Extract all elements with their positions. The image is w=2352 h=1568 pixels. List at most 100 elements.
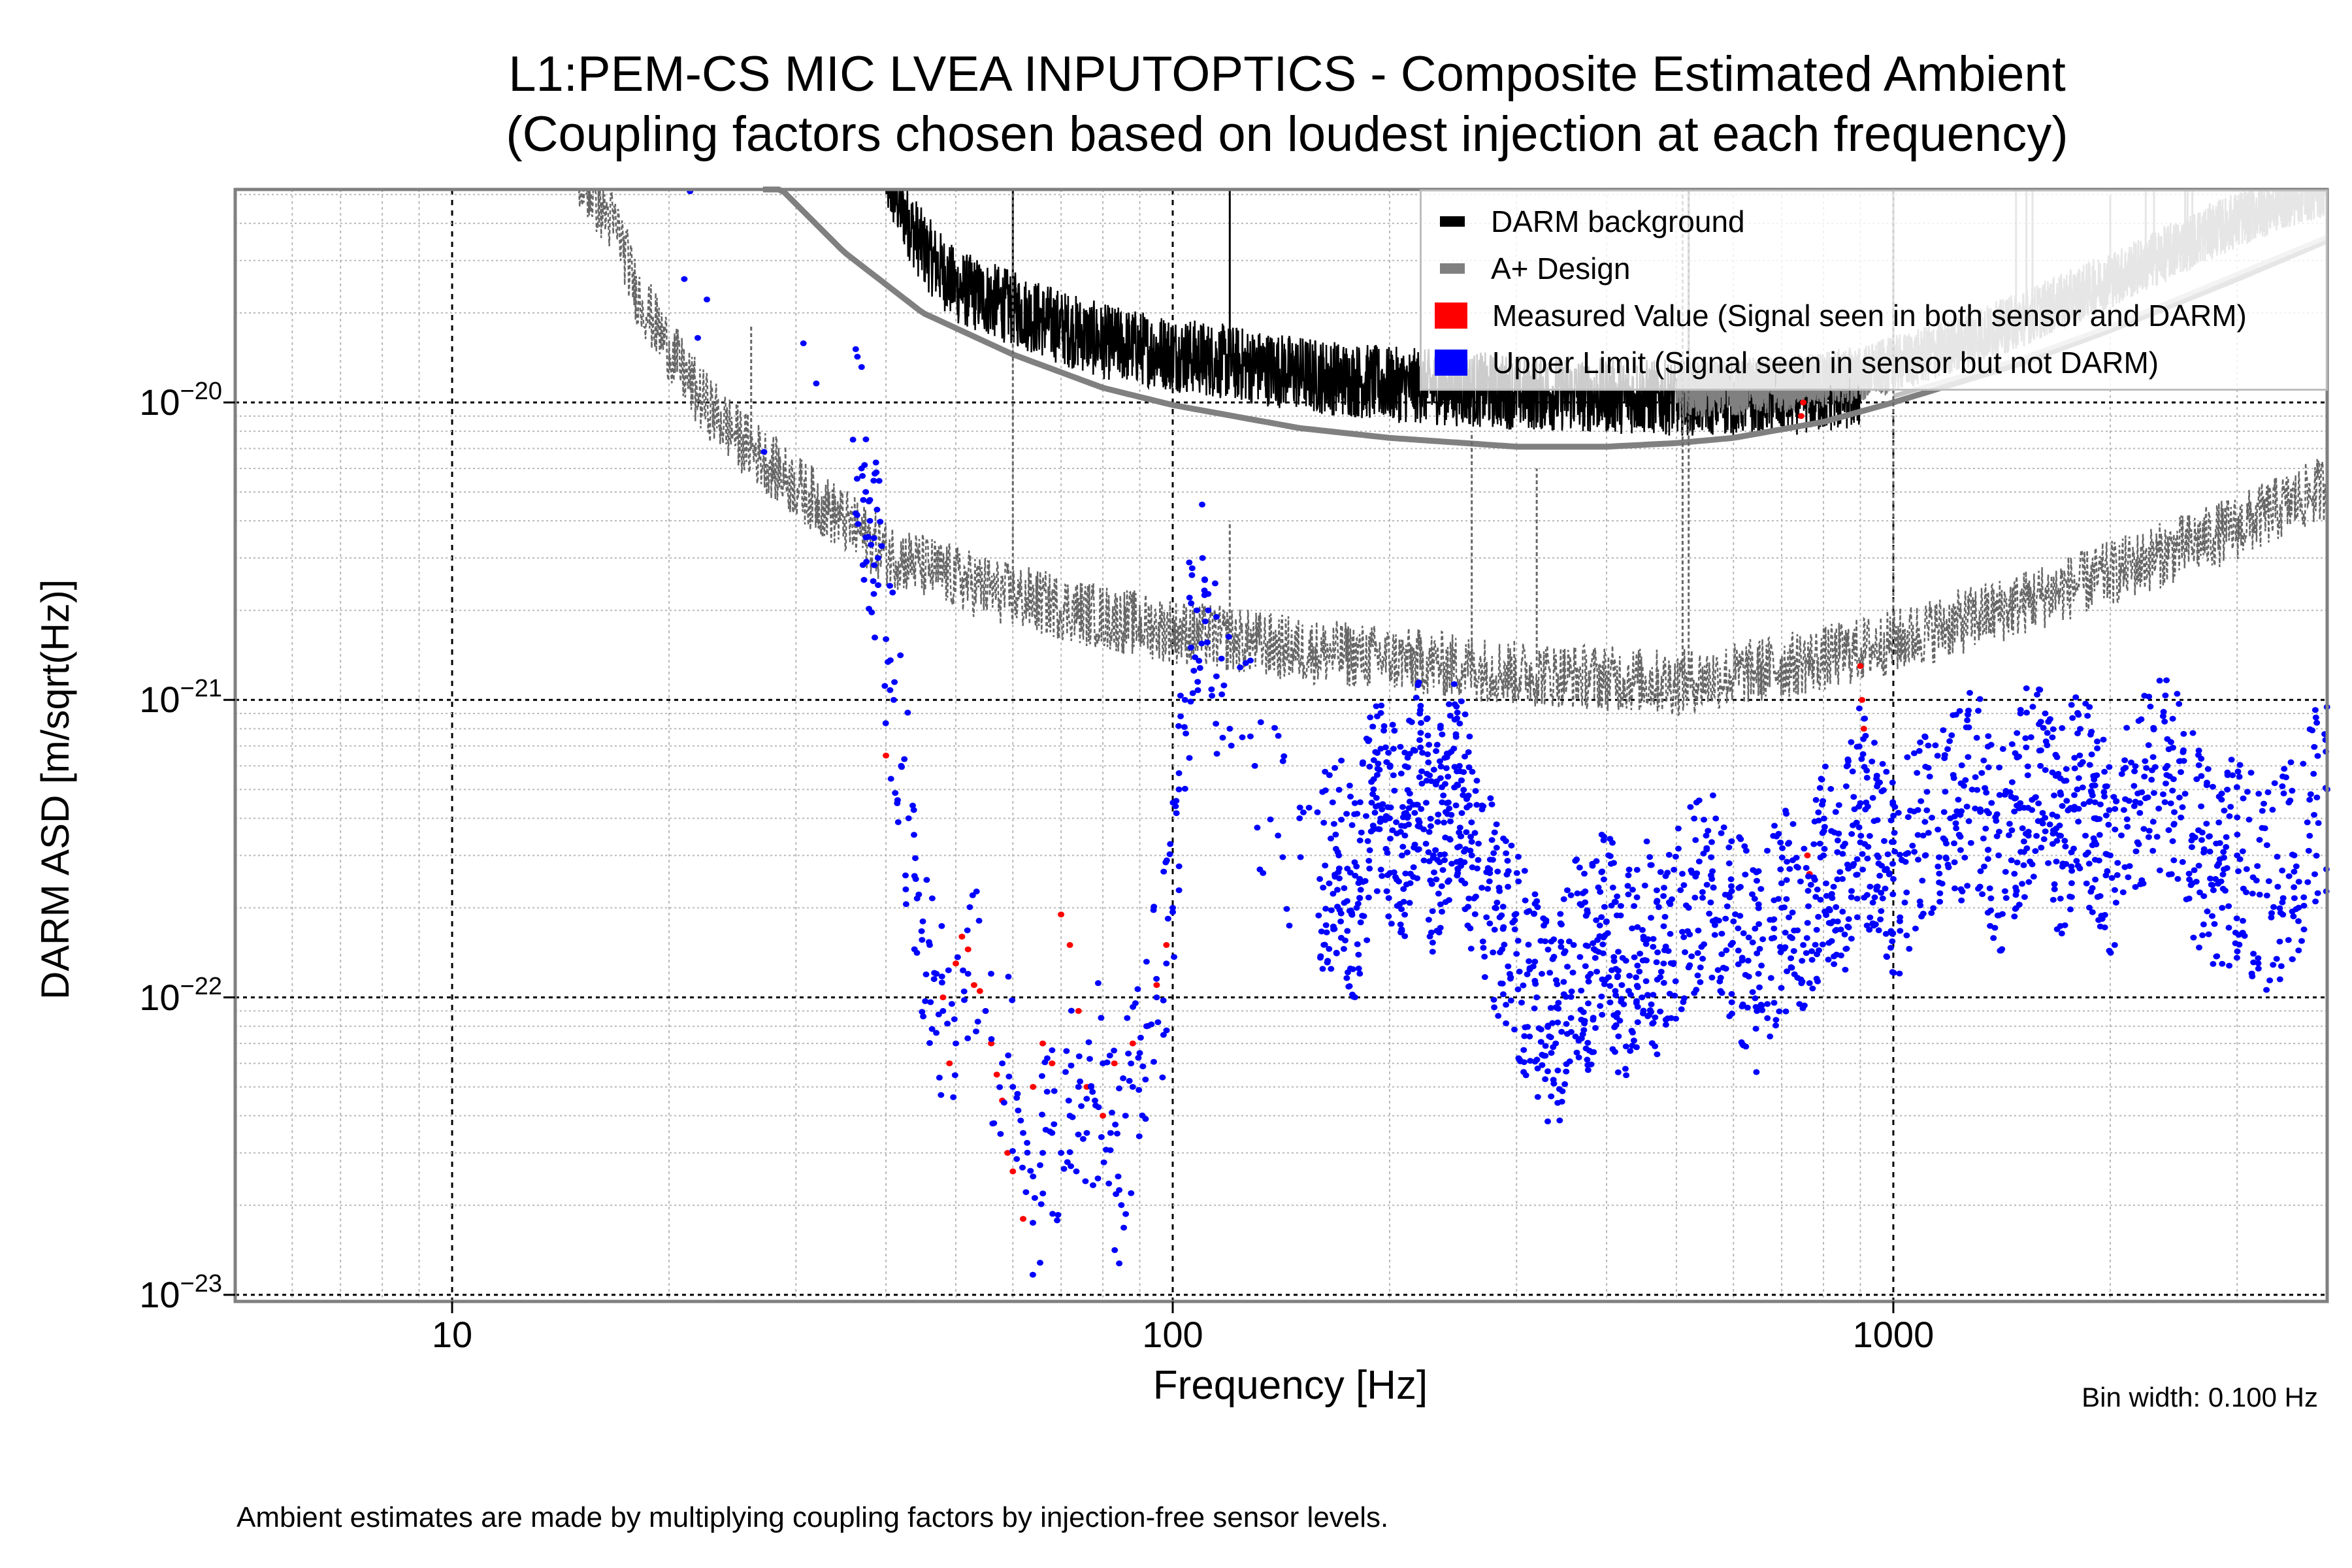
data-point <box>1386 870 1394 876</box>
data-point <box>2094 894 2101 900</box>
data-point <box>1872 921 1879 928</box>
data-point <box>1128 1190 1135 1196</box>
data-point <box>2068 863 2075 870</box>
data-point <box>1111 1247 1119 1253</box>
data-point <box>1372 749 1379 755</box>
data-point <box>1069 1114 1076 1120</box>
data-point <box>1561 948 1569 955</box>
data-point <box>1650 992 1657 998</box>
data-point <box>1188 565 1196 572</box>
data-point <box>2071 755 2078 761</box>
data-point <box>1496 914 1503 921</box>
data-point <box>1169 909 1176 915</box>
data-point <box>1926 774 1933 780</box>
data-point <box>1642 941 1650 947</box>
data-point <box>1153 975 1160 982</box>
data-point <box>1990 935 1997 941</box>
data-point <box>2012 906 2019 912</box>
data-point <box>1612 899 1619 906</box>
data-point <box>1486 920 1494 926</box>
data-point <box>2021 894 2028 900</box>
data-point <box>1881 838 1887 844</box>
data-point <box>1961 855 1968 861</box>
data-point <box>2075 819 2082 825</box>
data-point <box>1984 847 1991 853</box>
data-point <box>1600 934 1607 941</box>
data-point <box>2063 777 2070 784</box>
data-point <box>1107 1130 1114 1136</box>
data-point <box>2223 865 2230 872</box>
data-point <box>1581 870 1588 877</box>
data-point <box>1996 792 2003 798</box>
data-point <box>902 886 909 892</box>
data-point <box>2094 745 2101 751</box>
data-point <box>1279 854 1286 860</box>
data-point <box>1599 976 1606 983</box>
data-point <box>875 478 883 484</box>
data-point <box>1447 818 1454 825</box>
data-point <box>866 497 874 503</box>
data-point <box>1500 835 1507 841</box>
data-point <box>1660 979 1667 986</box>
data-point <box>1911 849 1918 855</box>
data-point <box>1075 1132 1082 1137</box>
data-point <box>938 923 945 929</box>
data-point <box>1520 982 1527 988</box>
data-point <box>1973 734 1980 741</box>
data-point <box>1521 1033 1528 1039</box>
data-point <box>1369 823 1377 829</box>
data-point <box>1092 1098 1098 1103</box>
data-point <box>2131 803 2138 809</box>
data-point <box>1558 938 1565 945</box>
data-point <box>1365 737 1373 743</box>
chart-subtitle: (Coupling factors chosen based on loudes… <box>506 106 2068 162</box>
data-point <box>1639 926 1646 933</box>
data-point <box>1526 958 1533 964</box>
data-point <box>1932 742 1939 749</box>
data-point <box>1718 830 1725 836</box>
data-point <box>2091 772 2099 779</box>
data-point <box>2123 816 2131 823</box>
data-point <box>1800 399 1807 406</box>
data-point <box>1859 851 1866 857</box>
data-point <box>2274 853 2281 860</box>
data-point <box>1739 1003 1746 1009</box>
data-point <box>2094 738 2100 745</box>
data-point <box>2281 766 2288 772</box>
data-point <box>1520 1047 1527 1053</box>
data-point <box>1608 902 1615 909</box>
data-point <box>1335 865 1343 872</box>
data-point <box>860 497 867 503</box>
data-point <box>1646 854 1654 860</box>
data-point <box>1120 1224 1128 1231</box>
data-point <box>1194 679 1201 685</box>
data-point <box>2313 794 2321 801</box>
y-tick-base: 10 <box>139 679 180 721</box>
data-point <box>882 720 889 727</box>
data-point <box>1878 862 1885 869</box>
data-point <box>1486 878 1493 885</box>
data-point <box>2174 691 2181 697</box>
data-point <box>1439 908 1445 915</box>
data-point <box>2306 832 2313 839</box>
data-point <box>1164 915 1171 922</box>
data-point <box>2017 710 2024 717</box>
data-point <box>1582 963 1589 970</box>
data-point <box>1629 887 1636 893</box>
data-point <box>2187 882 2195 889</box>
data-point <box>1211 580 1218 587</box>
data-point <box>2082 832 2089 839</box>
data-point <box>1560 896 1567 902</box>
data-point <box>1654 949 1661 956</box>
data-point <box>1418 806 1425 812</box>
data-point <box>1662 943 1669 950</box>
scatter-points <box>681 188 2330 1278</box>
data-point <box>1652 1043 1659 1049</box>
data-point <box>1153 982 1160 988</box>
data-point <box>1903 889 1910 896</box>
data-point <box>960 988 968 994</box>
data-point <box>2017 800 2024 806</box>
data-point <box>1891 804 1899 810</box>
data-point <box>887 687 894 693</box>
data-point <box>1801 1002 1808 1009</box>
